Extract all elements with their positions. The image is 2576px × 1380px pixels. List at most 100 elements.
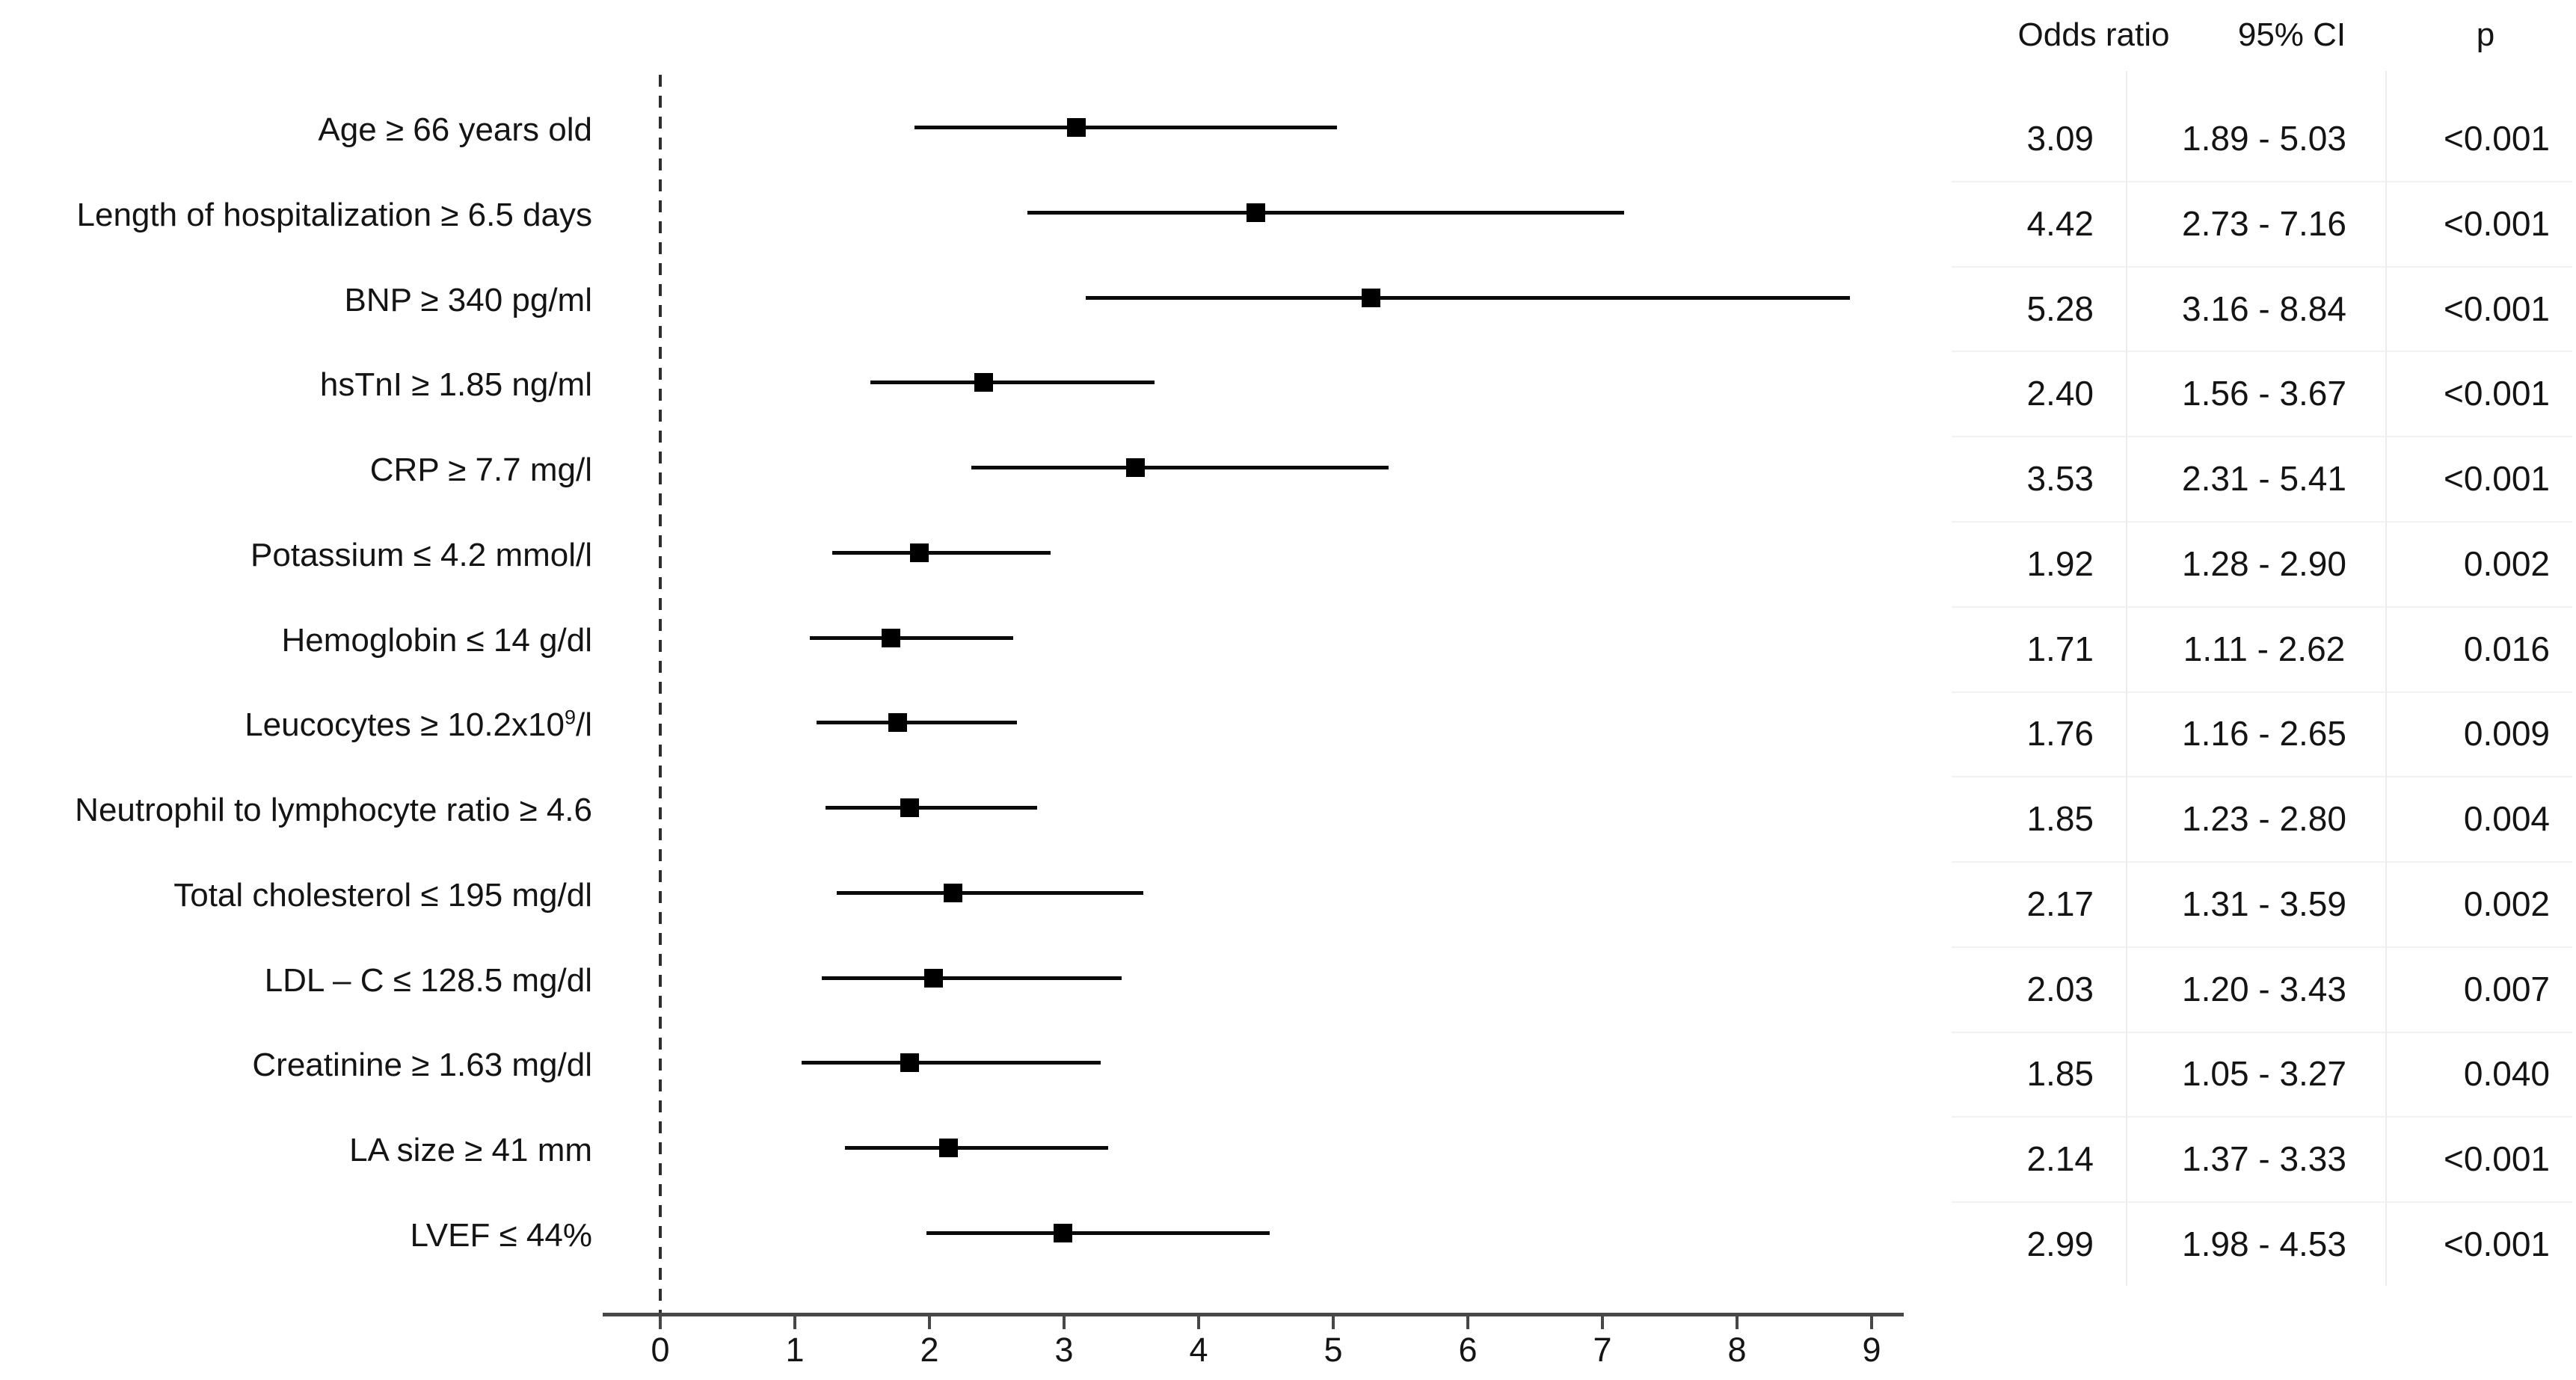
table-row-separator bbox=[1952, 776, 2572, 778]
x-axis-line bbox=[603, 1313, 1904, 1316]
or-marker bbox=[939, 1139, 959, 1158]
x-axis-tick-label: 3 bbox=[1054, 1331, 1074, 1369]
p-column-header: p bbox=[2476, 16, 2495, 53]
ci-line bbox=[870, 381, 1155, 385]
row-label: Leucocytes ≥ 10.2x109/l bbox=[245, 706, 592, 744]
or-value: 3.09 bbox=[2026, 119, 2094, 158]
ci-line bbox=[1085, 295, 1851, 300]
table-row-separator bbox=[1952, 436, 2572, 438]
ci-value: 1.23 - 2.80 bbox=[2182, 799, 2346, 839]
x-axis-tick-label: 2 bbox=[920, 1331, 939, 1369]
x-axis-tick-label: 9 bbox=[1862, 1331, 1881, 1369]
table-column-separator bbox=[2385, 71, 2387, 1286]
or-value: 2.40 bbox=[2026, 374, 2094, 413]
or-value: 2.99 bbox=[2026, 1225, 2094, 1263]
or-marker bbox=[881, 628, 900, 647]
p-value: 0.009 bbox=[2463, 714, 2550, 754]
or-value: 2.14 bbox=[2026, 1139, 2094, 1179]
row-label: LVEF ≤ 44% bbox=[410, 1217, 592, 1254]
or-value: 2.03 bbox=[2026, 969, 2094, 1008]
x-axis-tick-label: 7 bbox=[1593, 1331, 1612, 1369]
or-marker bbox=[1362, 288, 1381, 307]
ci-value: 1.89 - 5.03 bbox=[2182, 119, 2346, 158]
ci-value: 1.56 - 3.67 bbox=[2182, 374, 2346, 413]
or-marker bbox=[888, 713, 907, 733]
x-axis-tick-label: 5 bbox=[1324, 1331, 1343, 1369]
or-value: 2.17 bbox=[2026, 884, 2094, 923]
ci-value: 1.11 - 2.62 bbox=[2183, 629, 2346, 668]
ci-value: 1.05 - 3.27 bbox=[2182, 1054, 2346, 1094]
or-value: 1.92 bbox=[2026, 543, 2094, 583]
x-axis-tick bbox=[1063, 1316, 1066, 1329]
ci-value: 2.73 - 7.16 bbox=[2182, 203, 2346, 243]
or-value: 1.85 bbox=[2026, 1054, 2094, 1094]
x-axis-tick-label: 6 bbox=[1458, 1331, 1478, 1369]
or-marker bbox=[900, 1053, 919, 1073]
p-value: 0.040 bbox=[2463, 1054, 2550, 1094]
p-value: <0.001 bbox=[2444, 203, 2550, 243]
p-value: <0.001 bbox=[2444, 1139, 2550, 1179]
ci-line bbox=[832, 550, 1051, 555]
row-label: hsTnI ≥ 1.85 ng/ml bbox=[319, 366, 592, 404]
p-value: 0.004 bbox=[2463, 799, 2550, 839]
p-value: <0.001 bbox=[2444, 374, 2550, 413]
or-marker bbox=[1126, 458, 1146, 478]
table-row-separator bbox=[1952, 351, 2572, 353]
table-row-separator bbox=[1952, 946, 2572, 948]
x-axis-tick bbox=[1197, 1316, 1200, 1329]
p-value: <0.001 bbox=[2444, 1225, 2550, 1263]
or-marker bbox=[924, 968, 944, 988]
x-axis-tick-label: 0 bbox=[651, 1331, 670, 1369]
p-value: 0.002 bbox=[2463, 884, 2550, 923]
odds-ratio-column-header: Odds ratio bbox=[2017, 16, 2170, 53]
ci-value: 1.16 - 2.65 bbox=[2182, 714, 2346, 754]
or-marker bbox=[974, 373, 993, 392]
reference-line bbox=[659, 75, 662, 1313]
row-label: Length of hospitalization ≥ 6.5 days bbox=[76, 196, 593, 233]
ci-column-header: 95% CI bbox=[2237, 16, 2346, 53]
or-value: 4.42 bbox=[2026, 203, 2094, 243]
ci-value: 2.31 - 5.41 bbox=[2182, 459, 2346, 499]
x-axis-tick-label: 4 bbox=[1189, 1331, 1208, 1369]
ci-value: 3.16 - 8.84 bbox=[2182, 289, 2346, 328]
row-label: Hemoglobin ≤ 14 g/dl bbox=[281, 621, 592, 659]
x-axis-tick bbox=[793, 1316, 796, 1329]
x-axis-tick bbox=[659, 1316, 662, 1329]
table-row-separator bbox=[1952, 1031, 2572, 1033]
row-label: LA size ≥ 41 mm bbox=[349, 1132, 592, 1169]
row-label: BNP ≥ 340 pg/ml bbox=[344, 281, 592, 318]
ci-line bbox=[816, 721, 1017, 725]
x-axis-tick bbox=[1466, 1316, 1469, 1329]
ci-value: 1.31 - 3.59 bbox=[2182, 884, 2346, 923]
or-marker bbox=[943, 883, 962, 902]
ci-line bbox=[926, 1231, 1270, 1235]
ci-value: 1.28 - 2.90 bbox=[2182, 543, 2346, 583]
ci-line bbox=[826, 806, 1037, 810]
or-marker bbox=[1246, 203, 1265, 222]
table-row-separator bbox=[1952, 606, 2572, 608]
ci-line bbox=[802, 1061, 1101, 1065]
ci-line bbox=[822, 976, 1122, 980]
p-value: <0.001 bbox=[2444, 289, 2550, 328]
table-row-separator bbox=[1952, 265, 2572, 268]
or-marker bbox=[1067, 118, 1086, 137]
ci-line bbox=[836, 890, 1144, 895]
or-value: 1.76 bbox=[2026, 714, 2094, 754]
row-label: Neutrophil to lymphocyte ratio ≥ 4.6 bbox=[75, 792, 592, 829]
row-label: CRP ≥ 7.7 mg/l bbox=[369, 452, 592, 489]
ci-line bbox=[844, 1146, 1109, 1150]
p-value: 0.016 bbox=[2463, 629, 2550, 668]
table-row-separator bbox=[1952, 1116, 2572, 1118]
x-axis-tick bbox=[1736, 1316, 1739, 1329]
x-axis-tick-label: 8 bbox=[1727, 1331, 1747, 1369]
p-value: <0.001 bbox=[2444, 459, 2550, 499]
table-row-separator bbox=[1952, 1201, 2572, 1204]
ci-line bbox=[971, 466, 1389, 470]
x-axis-tick bbox=[1332, 1316, 1335, 1329]
or-marker bbox=[1054, 1224, 1073, 1242]
table-column-separator bbox=[2126, 71, 2127, 1286]
ci-value: 1.37 - 3.33 bbox=[2182, 1139, 2346, 1179]
ci-line bbox=[1027, 210, 1624, 215]
row-label: Total cholesterol ≤ 195 mg/dl bbox=[173, 876, 592, 914]
p-value: 0.002 bbox=[2463, 543, 2550, 583]
